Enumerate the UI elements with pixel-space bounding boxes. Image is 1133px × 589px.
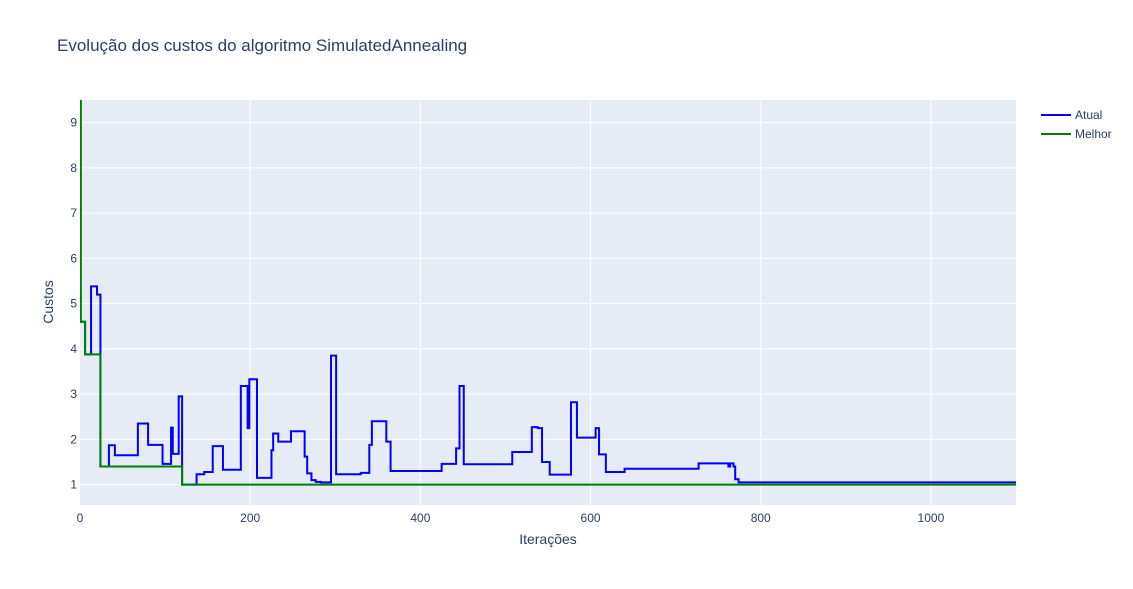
y-axis-label: Custos <box>40 280 56 324</box>
y-tick-label: 2 <box>70 432 77 446</box>
y-tick-label: 3 <box>70 387 77 401</box>
x-tick-label: 0 <box>77 511 84 525</box>
tick-labels: 0 200 400 600 800 1000 1 2 3 4 5 6 7 8 9 <box>70 116 944 525</box>
legend-label-atual[interactable]: Atual <box>1075 108 1102 122</box>
y-tick-label: 6 <box>70 251 77 265</box>
y-tick-label: 9 <box>70 116 77 130</box>
x-tick-label: 600 <box>581 511 601 525</box>
x-tick-label: 800 <box>751 511 771 525</box>
plot-background <box>80 100 1016 505</box>
x-tick-label: 200 <box>240 511 260 525</box>
x-axis-label: Iterações <box>519 531 577 547</box>
y-tick-label: 8 <box>70 161 77 175</box>
y-tick-label: 4 <box>70 342 77 356</box>
x-tick-label: 1000 <box>918 511 945 525</box>
x-tick-label: 400 <box>410 511 430 525</box>
legend: Atual Melhor <box>1041 108 1112 141</box>
legend-label-melhor[interactable]: Melhor <box>1075 127 1112 141</box>
y-tick-label: 7 <box>70 206 77 220</box>
y-tick-label: 1 <box>70 478 77 492</box>
series-layer <box>80 100 1016 486</box>
y-tick-label: 5 <box>70 297 77 311</box>
series-line-atual <box>80 285 1016 486</box>
chart-title: Evolução dos custos do algoritmo Simulat… <box>57 36 467 55</box>
series-line-melhor <box>80 100 1016 486</box>
